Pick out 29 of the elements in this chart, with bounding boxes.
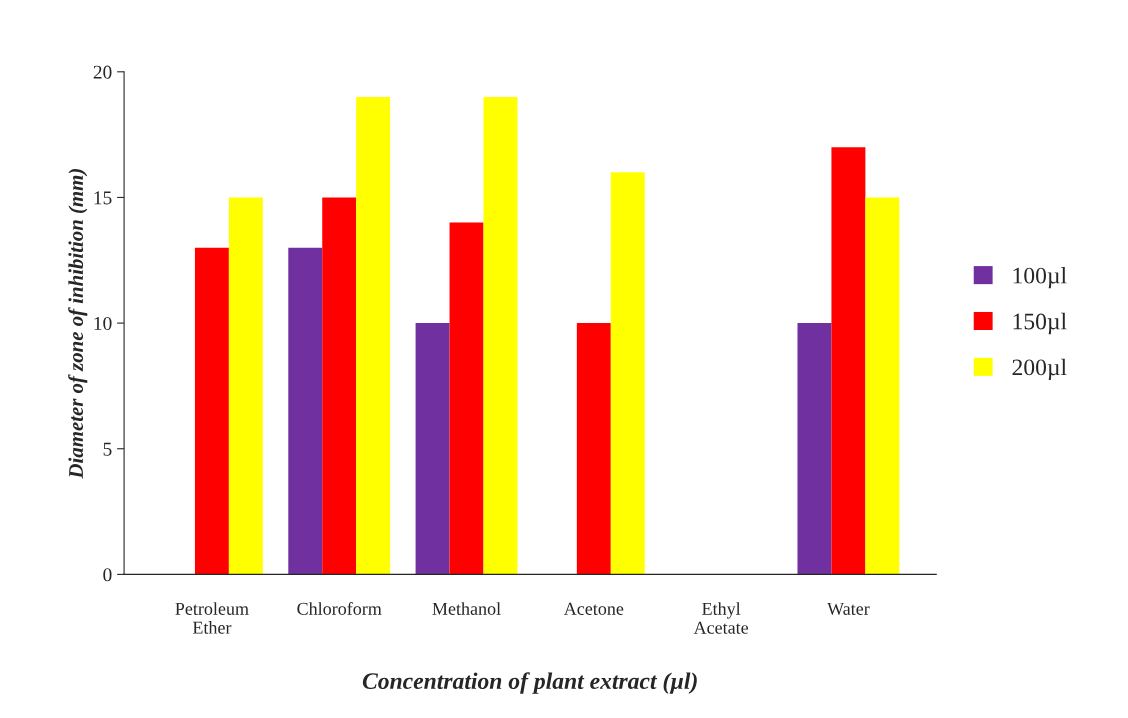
y-axis-title: Diameter of zone of inhibition (mm) <box>68 169 88 479</box>
legend-label: 150µl <box>1013 312 1067 335</box>
legend-label: 200µl <box>1012 358 1067 381</box>
x-tick-label: Water <box>827 602 870 615</box>
bar <box>610 172 645 575</box>
bar <box>194 247 229 575</box>
bar <box>483 96 518 575</box>
x-tick-label: Chloroform <box>297 601 382 615</box>
y-tick-label: 20 <box>93 65 112 79</box>
bar <box>449 222 484 575</box>
bar <box>576 323 611 575</box>
bar <box>322 197 357 575</box>
bar <box>288 247 323 575</box>
x-tick-label: Ethyl Acetate <box>693 602 749 634</box>
x-tick-label: Petroleum Ether <box>175 602 249 634</box>
bar <box>228 197 263 575</box>
bar <box>415 323 450 575</box>
bar <box>831 147 866 575</box>
bar <box>356 96 391 575</box>
x-tick-label: Acetone <box>563 602 624 615</box>
y-tick-label: 10 <box>94 316 112 331</box>
y-tick-label: 5 <box>103 442 112 456</box>
bar <box>865 197 900 575</box>
bar <box>797 323 832 575</box>
x-tick-label: Methanol <box>432 602 501 615</box>
y-tick-label: 15 <box>94 191 112 205</box>
legend-label: 100µl <box>1013 266 1067 289</box>
x-axis-title: Concentration of plant extract (µl) <box>362 672 697 694</box>
y-tick-label: 0 <box>103 568 112 582</box>
